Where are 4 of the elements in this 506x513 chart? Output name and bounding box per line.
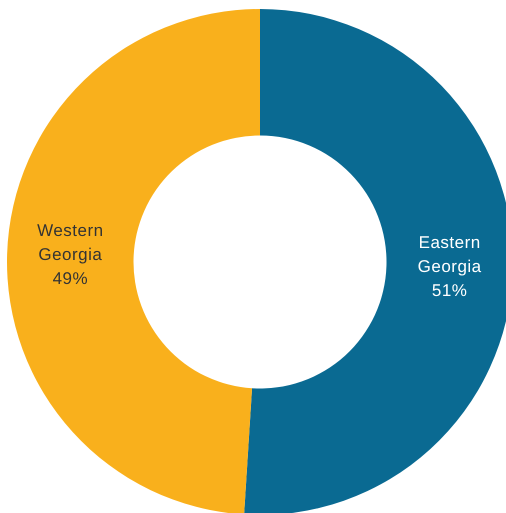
data-label: 49% — [52, 270, 88, 289]
slice-label: Western Georgia — [37, 222, 104, 265]
data-label: 51% — [432, 281, 468, 300]
slice-label: Eastern Georgia — [418, 233, 482, 276]
